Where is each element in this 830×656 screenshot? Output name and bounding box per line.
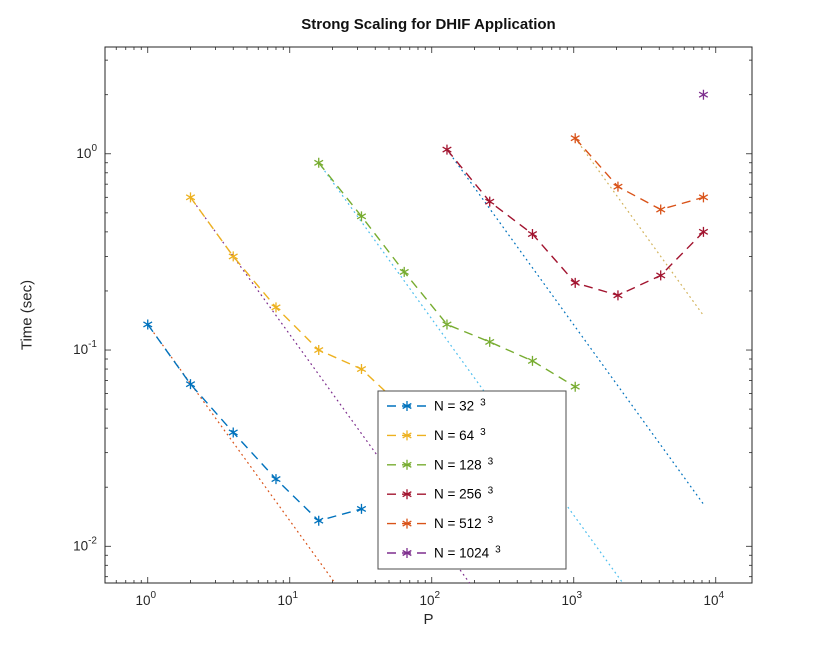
- legend: N = 32 3 N = 64 3 N = 128 3 N = 256 3 N = 512 3 N …: [377, 390, 567, 570]
- data-point-marker: [143, 319, 367, 526]
- series-n-1024: [698, 89, 709, 100]
- legend-item: N = 64 3: [387, 427, 486, 443]
- x-axis-label: P: [423, 611, 434, 628]
- legend-marker: [402, 489, 412, 500]
- data-point-marker: [570, 133, 709, 215]
- data-point-marker: [442, 144, 709, 301]
- legend-label: N = 512 3: [434, 515, 494, 531]
- series-n-128: [314, 157, 580, 392]
- x-tick-label: 103: [561, 590, 582, 608]
- axes-box: [104, 46, 753, 584]
- legend-item: N = 1024 3: [387, 545, 501, 561]
- x-tick-label: 104: [703, 590, 724, 608]
- legend-item: N = 32 3: [387, 398, 486, 414]
- ideal-scaling-512: [574, 137, 704, 316]
- legend-label: N = 1024 3: [434, 545, 501, 561]
- x-tick-label: 101: [277, 590, 298, 608]
- legend-marker: [402, 430, 412, 441]
- ideal-scaling-32: [147, 324, 336, 584]
- data-point-marker: [698, 89, 709, 100]
- legend-marker: [402, 518, 412, 529]
- legend-marker: [402, 401, 412, 411]
- data-point-marker: [314, 157, 580, 392]
- legend-item: N = 512 3: [387, 515, 494, 531]
- y-tick-label: 100: [76, 143, 97, 161]
- legend-label: N = 32 3: [434, 398, 486, 414]
- legend-label: N = 128 3: [434, 456, 494, 472]
- series-n-512: [570, 133, 709, 215]
- legend-label: N = 256 3: [434, 486, 494, 502]
- series-n-32: [143, 319, 367, 526]
- y-tick-label: 10-1: [73, 339, 97, 357]
- legend-box: [377, 390, 567, 570]
- y-tick-label: 10-2: [73, 535, 97, 553]
- y-axis-ticks: 10-2 10-1 100: [73, 143, 752, 553]
- chart-title: Strong Scaling for DHIF Application: [301, 16, 556, 33]
- series-line: [147, 324, 362, 522]
- series-n-256: [442, 144, 709, 301]
- series-line: [318, 162, 576, 388]
- legend-item: N = 256 3: [387, 486, 494, 502]
- x-tick-label: 100: [135, 590, 156, 608]
- series-line: [574, 137, 704, 211]
- x-axis-ticks: 100 101 102 103 104: [135, 47, 724, 608]
- legend-marker: [402, 459, 412, 470]
- legend-item: N = 128 3: [387, 456, 494, 472]
- legend-label: N = 64 3: [434, 427, 486, 443]
- ideal-scaling-128: [318, 162, 624, 584]
- legend-marker: [402, 548, 412, 558]
- x-tick-label: 102: [419, 590, 440, 608]
